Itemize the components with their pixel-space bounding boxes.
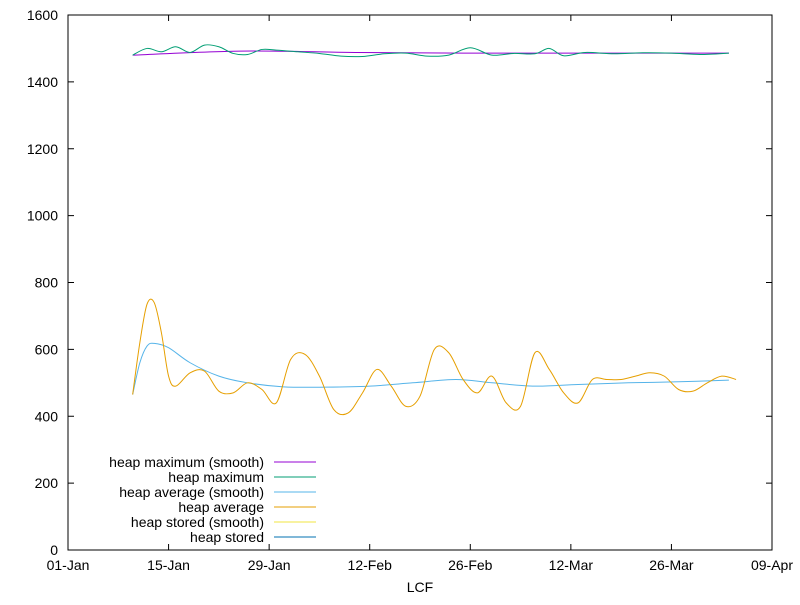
y-tick-label: 600 [35, 341, 59, 357]
y-tick-label: 1200 [27, 141, 58, 157]
series-line-heap-average [132, 298, 737, 416]
x-tick-label: 15-Jan [147, 557, 190, 573]
series-layer [132, 44, 737, 416]
legend-label: heap maximum (smooth) [109, 454, 264, 470]
y-tick-label: 400 [35, 408, 59, 424]
x-tick-label: 26-Feb [448, 557, 493, 573]
x-tick-label: 26-Mar [649, 557, 694, 573]
series-line-heap-average-smooth [132, 342, 729, 395]
legend-label: heap average [178, 499, 264, 515]
legend-label: heap maximum [168, 469, 264, 485]
x-tick-label: 12-Mar [549, 557, 594, 573]
legend-label: heap stored [190, 529, 264, 545]
x-tick-label: 12-Feb [348, 557, 393, 573]
y-tick-label: 1000 [27, 208, 58, 224]
y-tick-label: 200 [35, 475, 59, 491]
x-tick-label: 29-Jan [248, 557, 291, 573]
x-tick-label: 09-Apr [751, 557, 793, 573]
series-line-heap-maximum [132, 44, 729, 58]
y-tick-label: 0 [50, 542, 58, 558]
legend-label: heap average (smooth) [119, 484, 264, 500]
x-axis: 01-Jan 15-Jan 29-Jan 12-Feb 26-Feb 12-Mar 26-M… [47, 15, 793, 573]
y-tick-label: 1400 [27, 74, 58, 90]
y-tick-label: 800 [35, 275, 59, 291]
legend-label: heap stored (smooth) [131, 514, 264, 530]
x-tick-label: 01-Jan [47, 557, 90, 573]
x-axis-label: LCF [407, 579, 433, 595]
y-axis: 0 200 400 600 800 1000 1200 1400 1600 [27, 7, 772, 558]
y-tick-label: 1600 [27, 7, 58, 23]
